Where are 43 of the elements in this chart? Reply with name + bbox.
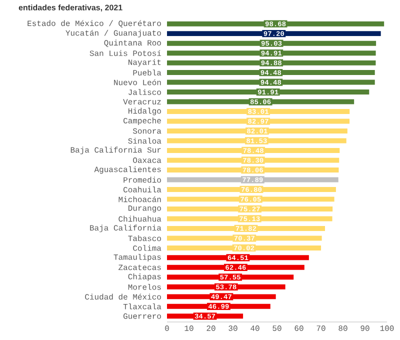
y-tick-label: Sinaloa	[128, 138, 162, 144]
x-tick-label: 50	[272, 326, 282, 331]
y-tick-label: Coahuila	[124, 186, 162, 192]
y-tick-label: Ciudad de México	[85, 294, 161, 300]
y-tick-label: Durango	[128, 206, 161, 212]
y-tick-label: Tamaulipas	[114, 254, 161, 262]
x-tick-label: 80	[338, 326, 348, 331]
y-tick-label: Campeche	[124, 118, 161, 126]
y-tick-label: Jalisco	[128, 89, 161, 95]
y-tick-label: Baja California	[90, 224, 162, 232]
x-tick-label: 40	[250, 326, 260, 331]
x-tick-label: 100	[380, 326, 394, 331]
y-tick-label: Nuevo León	[114, 79, 161, 86]
y-tick-label: Promedio	[124, 176, 161, 183]
y-tick-label: Morelos	[128, 284, 161, 290]
y-tick-label: Colima	[133, 244, 162, 251]
y-tick-label: Puebla	[133, 70, 162, 76]
y-tick-label: Zacatecas	[118, 264, 161, 270]
y-tick-label: Chiapas	[128, 273, 161, 281]
x-tick-label: 20	[206, 326, 216, 331]
y-tick-label: Guerrero	[124, 313, 161, 319]
y-tick-label: Sonora	[132, 128, 162, 134]
text: entidades federativas, 2021	[18, 4, 122, 12]
y-tick-label: Chihuahua	[118, 216, 162, 222]
y-tick-label: Estado de México / Querétaro	[28, 20, 161, 28]
y-tick-label: Yucatán / Guanajuato	[66, 30, 161, 38]
y-tick-label: Tlaxcala	[123, 303, 162, 310]
y-tick-label: Aguascalientes	[94, 166, 161, 174]
y-tick-label: Quintana Roo	[104, 40, 161, 47]
y-tick-label: Tabasco	[128, 235, 161, 242]
y-tick-label: San Luis Potosí	[90, 50, 162, 56]
x-tick-label: 0	[165, 326, 169, 331]
x-tick-label: 30	[228, 326, 238, 331]
y-tick-label: Oaxaca	[133, 158, 162, 163]
x-tick-label: 90	[360, 326, 370, 331]
x-tick-label: 60	[294, 326, 304, 331]
y-tick-label: Veracruz	[123, 99, 161, 104]
y-tick-label: Baja California Sur	[70, 146, 161, 154]
y-tick-label: Michoacán	[118, 196, 161, 202]
x-tick-label: 10	[184, 326, 194, 331]
y-tick-label: Nayarit	[128, 59, 161, 67]
y-tick-label: Hidalgo	[128, 108, 161, 116]
x-tick-label: 70	[316, 326, 326, 331]
